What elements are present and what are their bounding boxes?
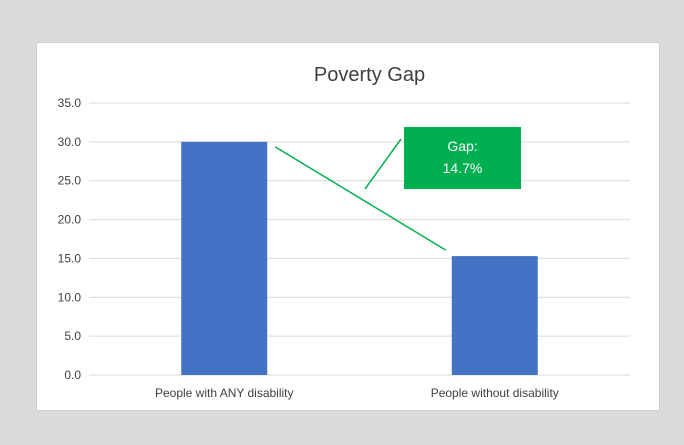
y-tick-label: 15.0 bbox=[58, 251, 82, 265]
bar-chart: 0.0 5.0 10.0 15.0 20.0 25.0 30.0 35.0 People wi… bbox=[58, 64, 630, 400]
category-labels: People with ANY disability People without… bbox=[155, 386, 559, 400]
y-axis-tick-labels: 0.0 5.0 10.0 15.0 20.0 25.0 30.0 35.0 bbox=[58, 96, 82, 382]
y-tick-label: 20.0 bbox=[58, 213, 82, 227]
y-tick-label: 0.0 bbox=[64, 368, 81, 382]
gridlines bbox=[89, 102, 630, 376]
chart-title: Poverty Gap bbox=[314, 64, 425, 86]
bars bbox=[181, 141, 538, 375]
y-tick-label: 10.0 bbox=[58, 290, 82, 304]
category-label: People with ANY disability bbox=[155, 386, 294, 400]
category-label: People without disability bbox=[431, 386, 559, 400]
gap-callout-box bbox=[404, 127, 521, 189]
gap-connector-line bbox=[274, 146, 447, 251]
bar bbox=[451, 256, 538, 375]
y-tick-label: 5.0 bbox=[64, 329, 81, 343]
callout-pointer-line bbox=[364, 138, 402, 190]
y-tick-label: 30.0 bbox=[58, 135, 82, 149]
gap-callout-label: Gap: bbox=[447, 138, 477, 154]
gap-callout-value: 14.7% bbox=[443, 160, 483, 176]
chart-frame: 0.0 5.0 10.0 15.0 20.0 25.0 30.0 35.0 People wi… bbox=[36, 42, 660, 411]
y-tick-label: 35.0 bbox=[58, 96, 82, 110]
bar bbox=[181, 141, 268, 375]
y-tick-label: 25.0 bbox=[58, 174, 82, 188]
